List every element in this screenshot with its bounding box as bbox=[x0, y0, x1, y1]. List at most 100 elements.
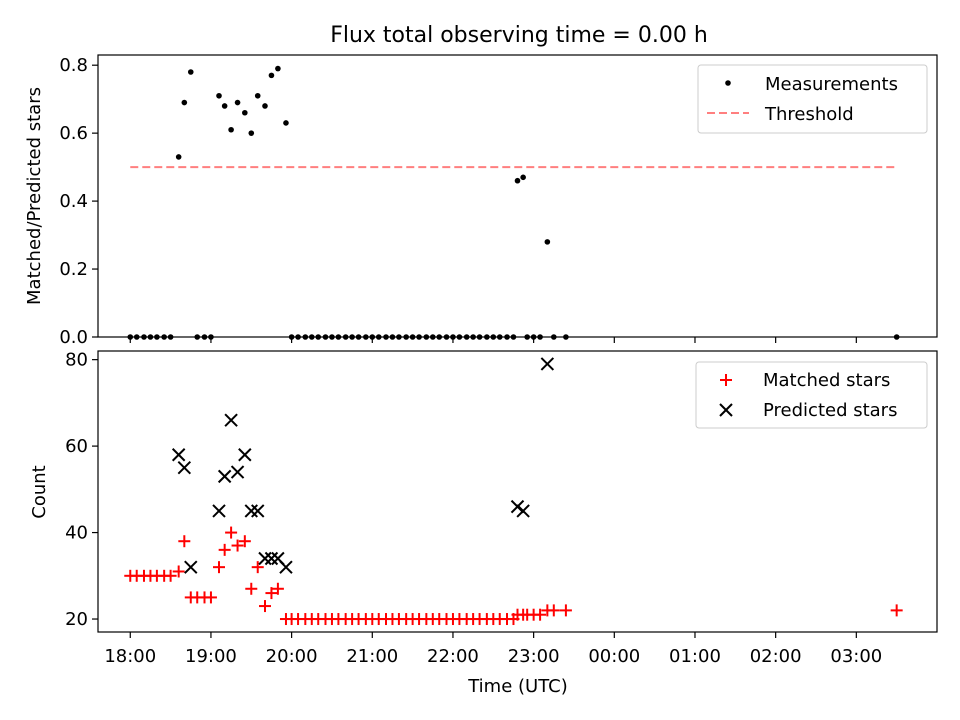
matched-point bbox=[265, 587, 278, 600]
predicted-point-b bbox=[279, 560, 293, 574]
predicted-point-b bbox=[251, 504, 265, 518]
matched-point bbox=[890, 604, 903, 617]
legend-predicted-marker bbox=[719, 403, 733, 417]
top-panel: 0.00.20.40.60.8 Matched/Predicted stars … bbox=[24, 54, 938, 348]
matched-point bbox=[164, 569, 177, 582]
predicted-point bbox=[251, 504, 265, 518]
bottom-ytick-label: 40 bbox=[65, 523, 88, 544]
matched-point bbox=[251, 561, 264, 574]
bottom-xtick-label: 23:00 bbox=[508, 646, 560, 667]
legend-predicted-label: Predicted stars bbox=[763, 400, 897, 421]
matched-point bbox=[238, 535, 251, 548]
bottom-xticks: 18:00 19:00 20:00 21:00 22:00 23:00 00:00 01:00… bbox=[104, 632, 882, 667]
bottom-xtick-label: 20:00 bbox=[266, 646, 318, 667]
measurement-point bbox=[175, 154, 182, 160]
top-xticks bbox=[129, 337, 857, 343]
bottom-legend-box bbox=[695, 361, 928, 429]
measurement-point bbox=[216, 92, 222, 99]
measurement-point bbox=[514, 177, 521, 184]
legend-matched-marker bbox=[720, 374, 732, 386]
matched-point bbox=[271, 582, 284, 595]
top-ytick-label: 0.6 bbox=[59, 123, 88, 144]
bottom-ytick-label: 80 bbox=[65, 350, 88, 371]
bottom-ylabel: Count bbox=[29, 465, 50, 518]
matched-point bbox=[213, 561, 226, 574]
bottom-ytick-label: 60 bbox=[65, 436, 88, 457]
top-ylabel: Matched/Predicted stars bbox=[24, 87, 45, 305]
predicted-point-b bbox=[238, 448, 252, 462]
top-yticks: 0.0 0.2 0.4 0.6 0.8 bbox=[59, 55, 98, 348]
measurement-point bbox=[242, 109, 248, 116]
matched-point bbox=[204, 591, 217, 604]
bottom-xtick-label: 19:00 bbox=[185, 646, 237, 667]
measurement-point bbox=[544, 239, 551, 245]
bottom-xtick-label: 01:00 bbox=[669, 646, 721, 667]
measurement-point bbox=[248, 130, 255, 136]
bottom-xtick-label: 18:00 bbox=[104, 646, 156, 667]
bottom-panel: 20 40 60 80 18:00 19:00 20:00 21:00 22:00 23:00 0… bbox=[29, 350, 938, 697]
matched-point bbox=[258, 600, 271, 613]
matched-point bbox=[178, 535, 191, 548]
predicted-point-b bbox=[177, 461, 192, 475]
predicted-point-b bbox=[516, 504, 530, 518]
bottom-xlabel: Time (UTC) bbox=[467, 676, 568, 697]
predicted-point bbox=[279, 560, 293, 574]
predicted-point-b bbox=[224, 413, 238, 427]
bottom-xtick-label: 00:00 bbox=[588, 646, 640, 667]
predicted-point-b bbox=[264, 551, 279, 566]
predicted-point-b bbox=[271, 551, 285, 566]
legend-threshold-label: Threshold bbox=[764, 104, 854, 125]
top-legend: Measurements Threshold bbox=[697, 64, 928, 134]
predicted-point bbox=[230, 465, 245, 479]
predicted-point bbox=[258, 551, 272, 566]
predicted-point bbox=[224, 413, 238, 427]
matched-point bbox=[534, 608, 547, 621]
predicted-point-b bbox=[217, 469, 232, 484]
measurement-point bbox=[520, 174, 526, 181]
bottom-legend: Matched stars Predicted stars bbox=[695, 361, 928, 429]
predicted-point-b bbox=[171, 448, 186, 462]
bottom-xtick-label: 03:00 bbox=[830, 646, 882, 667]
predicted-point bbox=[177, 461, 192, 475]
predicted-point bbox=[264, 551, 279, 566]
measurement-point bbox=[228, 126, 234, 133]
bottom-ytick-label: 20 bbox=[65, 609, 88, 630]
predicted-point bbox=[238, 448, 252, 462]
matched-point bbox=[245, 582, 258, 595]
measurement-point bbox=[221, 103, 228, 109]
top-legend-box bbox=[697, 64, 928, 134]
measurement-point bbox=[187, 69, 194, 75]
predicted-point bbox=[217, 469, 232, 484]
matched-point bbox=[172, 565, 185, 578]
measurement-point bbox=[181, 99, 188, 106]
predicted-point-b bbox=[258, 551, 272, 566]
matched-point bbox=[547, 604, 560, 617]
predicted-point-b bbox=[230, 465, 245, 479]
measurement-point bbox=[234, 99, 241, 106]
matched-point bbox=[225, 526, 238, 539]
top-ytick-label: 0.4 bbox=[59, 191, 88, 212]
predicted-point bbox=[540, 357, 555, 371]
top-ytick-label: 0.0 bbox=[59, 327, 88, 348]
bottom-axes-frame bbox=[97, 350, 938, 633]
top-axes-frame bbox=[97, 54, 938, 338]
bottom-xtick-label: 02:00 bbox=[750, 646, 802, 667]
predicted-point bbox=[171, 448, 186, 462]
legend-measurements-label: Measurements bbox=[765, 74, 898, 95]
legend-measurements-marker bbox=[725, 80, 731, 86]
predicted-point bbox=[244, 504, 258, 518]
predicted-point-b bbox=[184, 560, 198, 574]
bottom-xtick-label: 21:00 bbox=[346, 646, 398, 667]
matched-point bbox=[218, 543, 231, 556]
predicted-point bbox=[212, 504, 226, 518]
top-marks bbox=[127, 65, 900, 340]
matched-point bbox=[231, 539, 244, 552]
predicted-point-b bbox=[540, 357, 555, 371]
legend-matched-label: Matched stars bbox=[763, 370, 890, 391]
bottom-yticks: 20 40 60 80 bbox=[65, 350, 98, 630]
measurement-point bbox=[254, 92, 261, 99]
measurement-point bbox=[268, 72, 275, 79]
measurement-point bbox=[283, 120, 289, 126]
predicted-point-b bbox=[244, 504, 258, 518]
